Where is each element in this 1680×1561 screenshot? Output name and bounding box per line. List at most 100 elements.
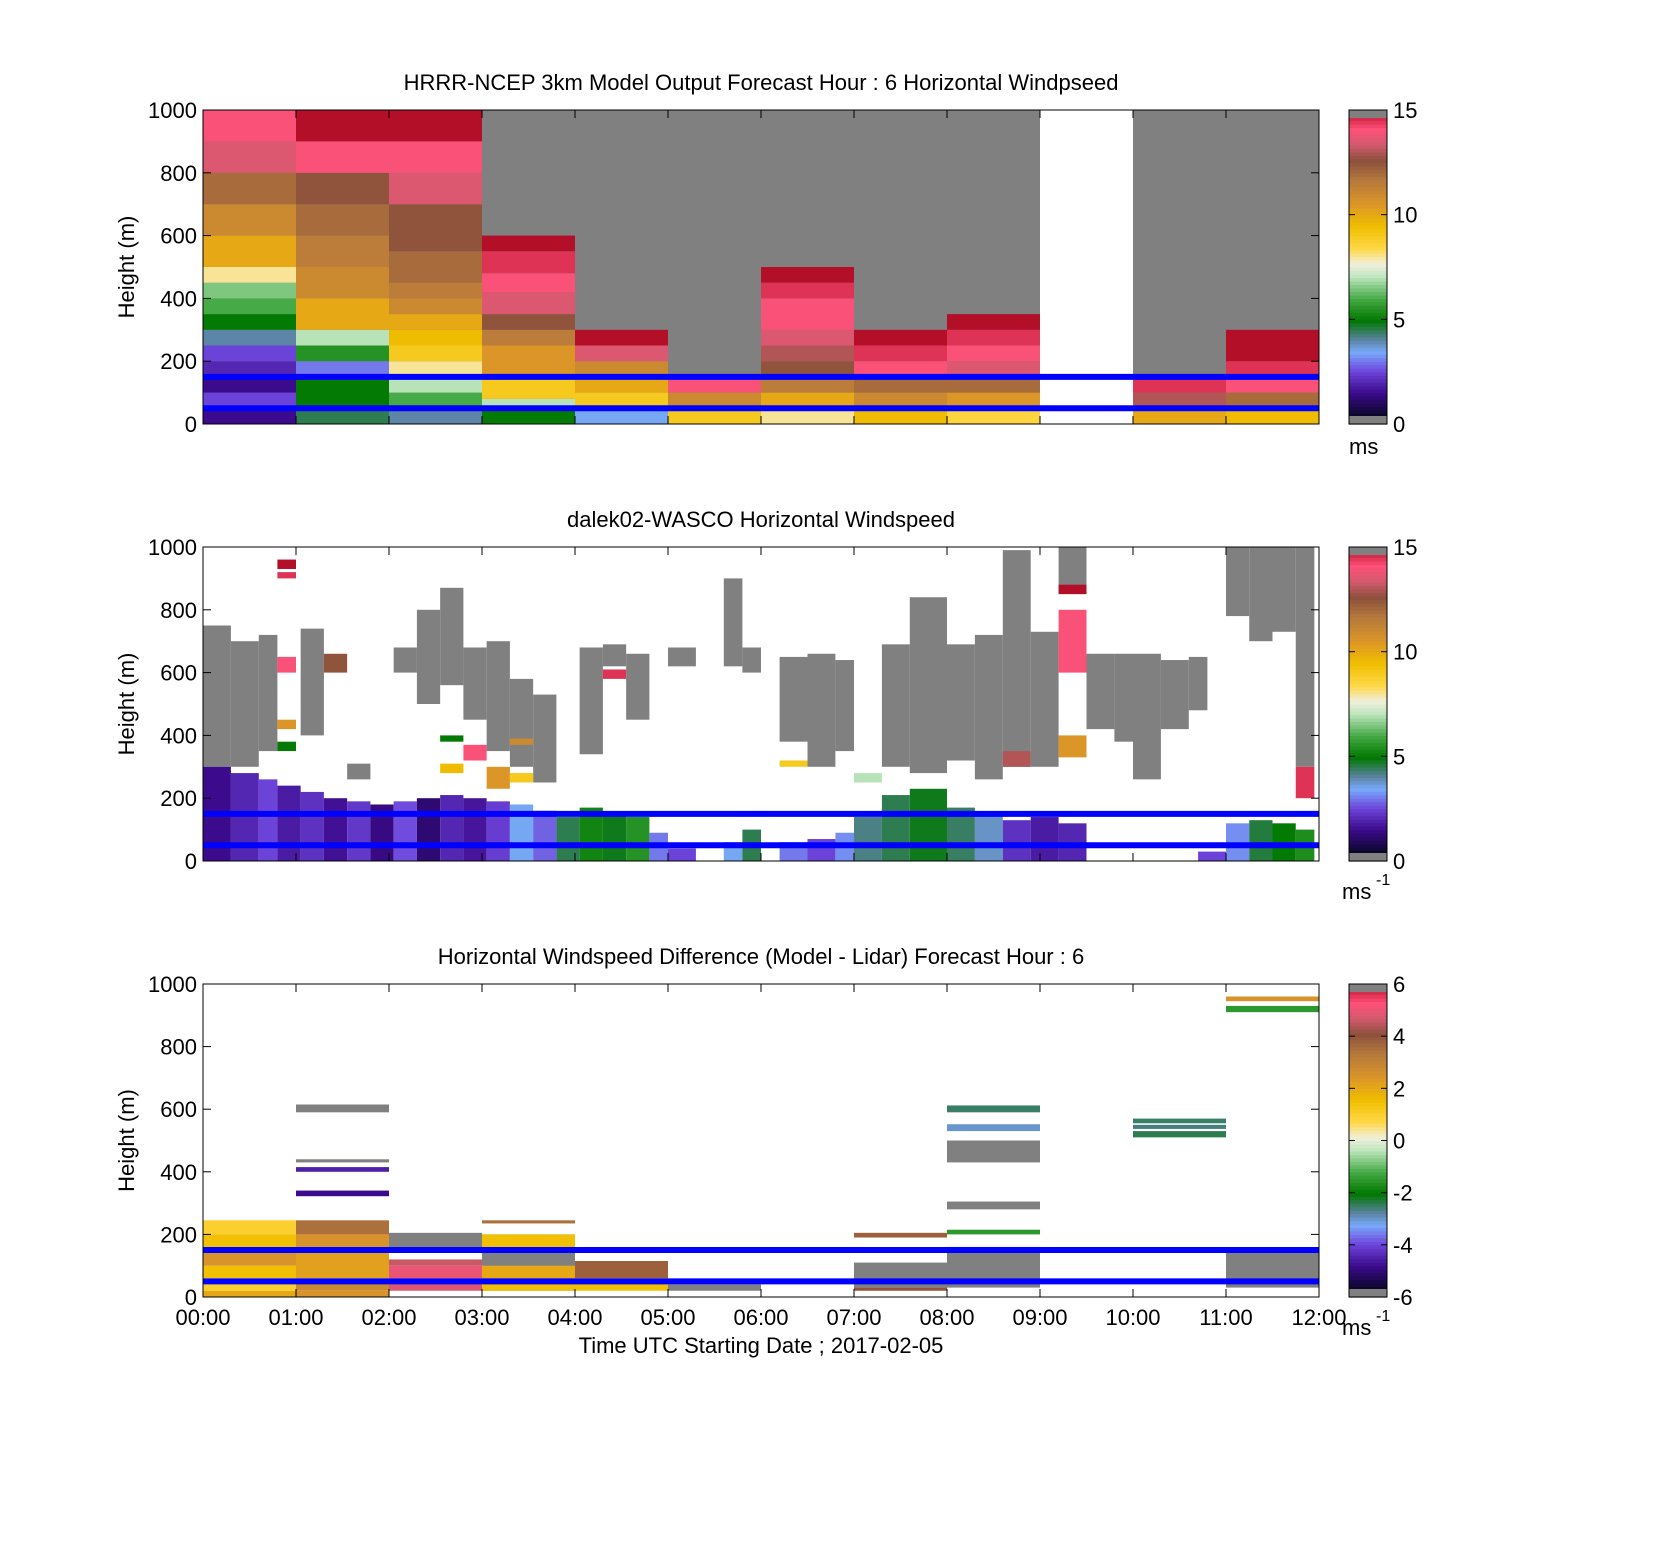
missing-cell: [909, 597, 947, 774]
colorbar-segment: [1349, 260, 1387, 265]
heatmap-cell: [482, 329, 575, 346]
heatmap-cell: [761, 345, 854, 362]
colorbar-segment: [1349, 1032, 1387, 1037]
heatmap-cell: [389, 141, 482, 173]
colorbar-segment: [1349, 655, 1387, 660]
colorbar-segment: [1349, 137, 1387, 142]
missing-cell: [668, 647, 696, 667]
colorbar-segment: [1349, 1123, 1387, 1128]
heatmap-cell: [323, 798, 348, 861]
colorbar-segment: [1349, 704, 1387, 709]
colorbar-segment: [1349, 371, 1387, 376]
colorbar-segment: [1349, 385, 1387, 390]
heatmap-cell: [416, 798, 441, 861]
missing-cell: [533, 694, 557, 783]
colorbar-segment: [1349, 994, 1387, 999]
panel-1: 0 200 400 600 800 1000 HRRR-NCEP 3km Model Out…: [114, 70, 1417, 459]
colorbar-segment: [1349, 812, 1387, 817]
heatmap-cell: [389, 1265, 482, 1279]
heatmap-cell: [300, 791, 324, 861]
colorbar-segment: [1349, 1084, 1387, 1089]
x-tick-label: 07:00: [826, 1305, 881, 1330]
colorbar-segment: [1349, 165, 1387, 170]
colorbar-segment: [1349, 1008, 1387, 1013]
colorbar-segment: [1349, 1164, 1387, 1169]
heatmap-cell: [203, 235, 296, 267]
heatmap-cell: [203, 376, 296, 393]
colorbar-unit: ms: [1349, 434, 1378, 459]
missing-cell: [1086, 653, 1115, 730]
colorbar-segment: [1349, 197, 1387, 202]
heatmap-cell: [203, 408, 296, 424]
colorbar-segment: [1349, 787, 1387, 792]
y-axis-label: Height (m): [114, 1089, 139, 1192]
heatmap-cell: [1226, 345, 1319, 362]
y-tick-label: 200: [160, 349, 197, 374]
colorbar-segment: [1349, 322, 1387, 327]
panel-title: HRRR-NCEP 3km Model Output Forecast Hour…: [404, 70, 1119, 95]
colorbar-segment: [1349, 158, 1387, 163]
heatmap-cell: [575, 392, 668, 409]
heatmap-cell: [347, 801, 371, 861]
colorbar-segment: [1349, 1265, 1387, 1270]
colorbar-segment: [1349, 773, 1387, 778]
missing-cell: [296, 1104, 389, 1113]
colorbar-tick-label: 6: [1393, 972, 1405, 997]
heatmap-cell: [389, 392, 482, 409]
colorbar-segment: [1349, 1286, 1387, 1291]
heatmap-cell: [203, 298, 296, 315]
colorbar-segment: [1349, 1025, 1387, 1030]
heatmap-cell: [626, 817, 650, 861]
colorbar-segment: [1349, 399, 1387, 404]
colorbar-segment: [1349, 270, 1387, 275]
heatmap-cell: [296, 172, 389, 205]
colorbar-segment: [1349, 686, 1387, 691]
colorbar-segment: [1349, 336, 1387, 341]
colorbar-segment: [1349, 1001, 1387, 1006]
colorbar-segment: [1349, 1074, 1387, 1079]
heatmap-cell: [296, 1250, 389, 1279]
colorbar-segment: [1349, 333, 1387, 338]
colorbar-segment: [1349, 1105, 1387, 1110]
heatmap-cell: [486, 766, 510, 789]
heatmap-cell: [203, 1220, 296, 1235]
colorbar-segment: [1349, 211, 1387, 216]
missing-cell: [486, 641, 510, 752]
missing-cell: [1160, 660, 1189, 730]
colorbar-segment: [1349, 410, 1387, 415]
colorbar-segment: [1349, 752, 1387, 757]
colorbar-segment: [1349, 242, 1387, 247]
missing-cell: [393, 647, 417, 673]
colorbar-tick-label: 10: [1393, 203, 1417, 228]
heatmap-cell: [296, 204, 389, 236]
heatmap-cell: [947, 392, 1040, 409]
colorbar-segment: [1349, 990, 1387, 996]
x-tick-label: 06:00: [733, 1305, 788, 1330]
missing-cell: [1133, 110, 1226, 424]
heatmap-cell: [389, 204, 482, 252]
colorbar-segment: [1349, 853, 1387, 861]
missing-cell: [668, 110, 761, 424]
colorbar-segment: [1349, 1109, 1387, 1114]
colorbar-segment: [1349, 228, 1387, 233]
colorbar-segment: [1349, 1098, 1387, 1103]
heatmap-cell: [947, 329, 1040, 346]
heatmap-cell: [854, 376, 947, 393]
colorbar-segment: [1349, 763, 1387, 768]
colorbar-segment: [1349, 547, 1387, 555]
heatmap-cell: [296, 1190, 389, 1197]
heatmap-cell: [1058, 584, 1087, 595]
colorbar-segment: [1349, 357, 1387, 362]
heatmap-cell: [575, 1261, 668, 1279]
missing-cell: [296, 1159, 389, 1163]
colorbar-segment: [1349, 1279, 1387, 1284]
colorbar-segment: [1349, 319, 1387, 324]
x-axis-label: Time UTC Starting Date ; 2017-02-05: [579, 1333, 944, 1358]
heatmap-cell: [296, 345, 389, 362]
heatmap-cell: [761, 329, 854, 346]
colorbar-segment: [1349, 130, 1387, 136]
colorbar-segment: [1349, 679, 1387, 684]
colorbar-segment: [1349, 1147, 1387, 1152]
heatmap-cell: [389, 345, 482, 362]
